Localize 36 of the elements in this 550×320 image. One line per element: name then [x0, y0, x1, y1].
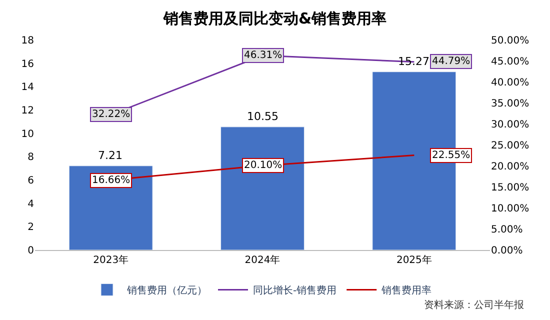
- data-label: 10.55: [247, 110, 278, 123]
- y-tick-label: 18: [21, 36, 34, 46]
- y-tick-label: 2: [28, 222, 34, 234]
- data-label: 44.79%: [432, 56, 470, 67]
- y2-tick-label: 45.00%: [491, 56, 530, 68]
- y2-tick-label: 35.00%: [491, 98, 530, 110]
- y2-tick-label: 15.00%: [491, 182, 530, 194]
- y2-tick-label: 5.00%: [491, 224, 523, 236]
- legend-label: 销售费用（亿元）: [126, 284, 207, 297]
- y2-tick-label: 10.00%: [491, 204, 530, 214]
- text: 资料来源：公司半年报: [424, 299, 524, 311]
- y-tick-label: 6: [28, 176, 34, 186]
- data-label: 15.27: [398, 55, 430, 68]
- y2-tick-label: 0.00%: [491, 246, 523, 256]
- y-tick-label: 10: [21, 128, 34, 140]
- x-tick-label: 2023年: [93, 254, 129, 266]
- y-tick-label: 12: [21, 106, 34, 116]
- data-label: 7.21: [98, 149, 122, 162]
- y-tick-label: 0: [28, 246, 34, 256]
- y2-tick-label: 40.00%: [491, 78, 530, 88]
- y2-tick-label: 20.00%: [491, 162, 530, 172]
- y-tick-label: 14: [21, 82, 34, 94]
- data-label: 22.55%: [432, 150, 470, 161]
- bar: [220, 126, 304, 250]
- legend-label: 销售费用率: [380, 284, 432, 297]
- y2-tick-label: 50.00%: [491, 36, 530, 46]
- y-tick-label: 8: [28, 152, 34, 164]
- legend-label: 同比增长-销售费用: [253, 284, 337, 297]
- chart-title: 销售费用及同比变动&销售费用率: [162, 9, 387, 28]
- y2-tick-label: 30.00%: [491, 120, 530, 130]
- x-tick-label: 2025年: [396, 254, 432, 266]
- x-tick-label: 2024年: [244, 254, 280, 266]
- y-tick-label: 4: [28, 198, 34, 210]
- y2-tick-label: 25.00%: [491, 140, 530, 152]
- y-tick-label: 16: [21, 58, 34, 70]
- bar: [68, 166, 153, 250]
